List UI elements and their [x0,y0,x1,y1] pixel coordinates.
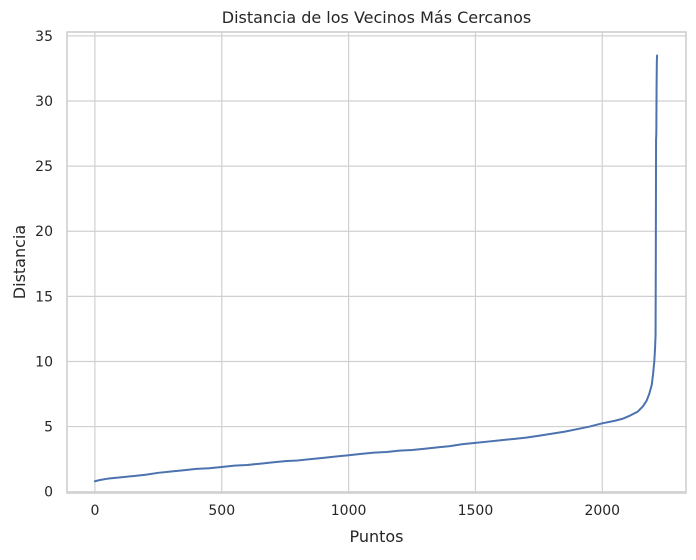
y-tick-label: 10 [35,354,53,370]
y-tick-label: 15 [35,289,53,305]
x-tick-label: 0 [90,503,99,519]
x-tick-label: 1000 [331,503,367,519]
series-layer [93,54,659,483]
y-tick-label: 20 [35,224,53,240]
x-axis-label: Puntos [349,527,403,546]
chart-title: Distancia de los Vecinos Más Cercanos [222,8,531,27]
y-tick-label: 25 [35,159,53,175]
x-tick-label: 2000 [584,503,620,519]
y-tick-label: 5 [44,420,53,436]
y-axis-label: Distancia [10,225,29,299]
y-tick-label: 30 [35,94,53,110]
y-tick-labels: 0 5 10 15 20 25 30 35 [35,29,53,501]
y-tick-label: 0 [44,485,53,501]
axes-spines [66,31,687,494]
x-tick-labels: 0 500 1000 1500 2000 [90,503,620,519]
x-tick-label: 500 [208,503,235,519]
x-tick-label: 1500 [458,503,494,519]
axes-frame [66,31,687,494]
series-line-0 [93,54,659,483]
grid-layer [67,32,686,493]
y-tick-label: 35 [35,29,53,45]
plot-area [67,32,686,493]
